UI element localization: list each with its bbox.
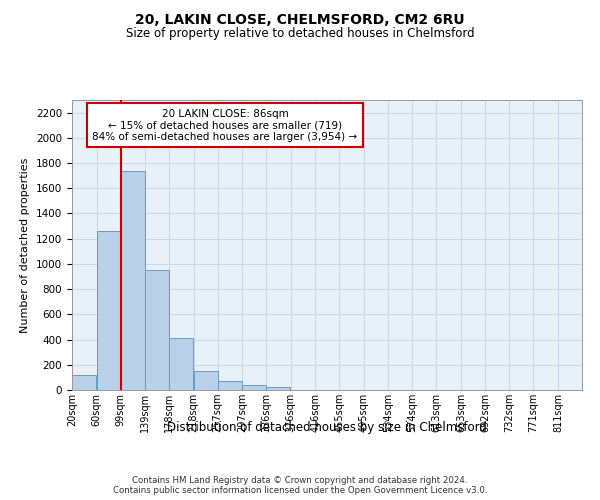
Y-axis label: Number of detached properties: Number of detached properties xyxy=(20,158,31,332)
Text: Distribution of detached houses by size in Chelmsford: Distribution of detached houses by size … xyxy=(167,421,487,434)
Bar xyxy=(97,230,121,390)
Text: Size of property relative to detached houses in Chelmsford: Size of property relative to detached ho… xyxy=(125,28,475,40)
Text: 20 LAKIN CLOSE: 86sqm
← 15% of detached houses are smaller (719)
84% of semi-det: 20 LAKIN CLOSE: 86sqm ← 15% of detached … xyxy=(92,108,358,142)
Bar xyxy=(169,338,193,390)
Bar xyxy=(218,380,242,390)
Text: 20, LAKIN CLOSE, CHELMSFORD, CM2 6RU: 20, LAKIN CLOSE, CHELMSFORD, CM2 6RU xyxy=(135,12,465,26)
Bar xyxy=(266,387,290,390)
Bar xyxy=(242,385,266,390)
Bar xyxy=(72,375,96,390)
Bar xyxy=(145,270,169,390)
Text: Contains HM Land Registry data © Crown copyright and database right 2024.
Contai: Contains HM Land Registry data © Crown c… xyxy=(113,476,487,495)
Bar xyxy=(121,171,145,390)
Bar xyxy=(194,371,218,390)
